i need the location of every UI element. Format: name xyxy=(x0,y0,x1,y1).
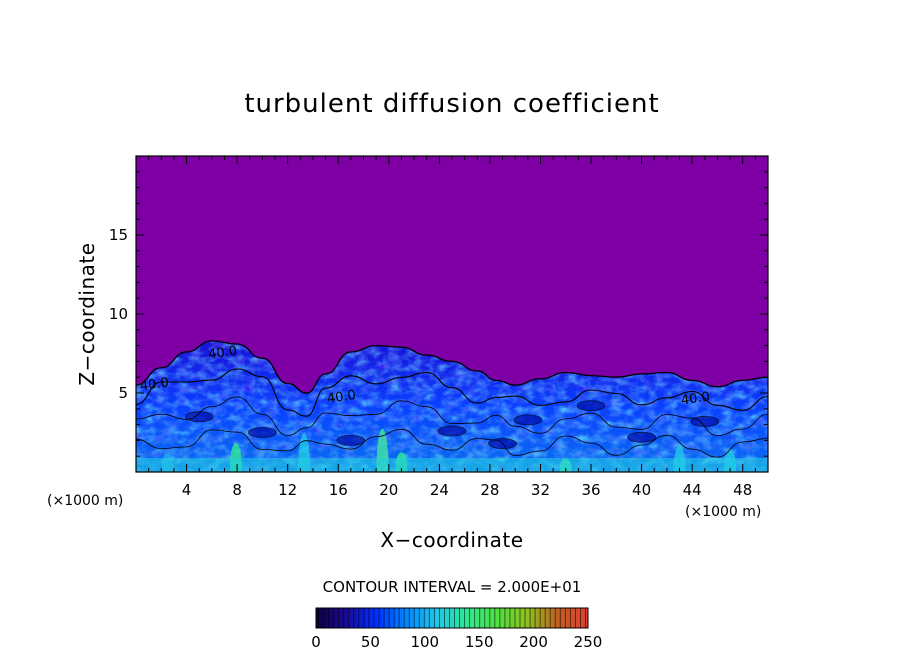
eddy-feature xyxy=(513,414,543,426)
x-tick-label: 28 xyxy=(480,481,499,499)
x-tick-label: 16 xyxy=(329,481,348,499)
x-tick-label: 4 xyxy=(182,481,192,499)
chart-title: turbulent diffusion coefficient xyxy=(244,89,659,119)
colorbar: 0 50 100 150 200 250 xyxy=(311,607,603,651)
x-unit-right: (×1000 m) xyxy=(685,504,761,520)
x-tick-label: 20 xyxy=(379,481,398,499)
contour-line xyxy=(136,428,768,458)
y-tick-label: 15 xyxy=(109,226,128,244)
colorbar-tick-label: 50 xyxy=(361,633,380,651)
contour-label: 40.0 xyxy=(139,375,170,394)
colorbar-tick-label: 100 xyxy=(410,633,439,651)
x-unit-left: (×1000 m) xyxy=(47,493,123,509)
plot-area: 40.040.040.0 40.0 4 8 12 16 20 24 28 32 36 40 44 48 … xyxy=(109,155,769,499)
colorbar-tick-label: 150 xyxy=(465,633,494,651)
eddy-feature xyxy=(690,416,720,427)
x-tick-label: 40 xyxy=(632,481,651,499)
contour-line xyxy=(136,396,768,436)
x-axis-label: X−coordinate xyxy=(380,528,523,552)
x-tick-label: 48 xyxy=(733,481,752,499)
eddy-feature xyxy=(627,431,656,443)
colorbar-tick-label: 250 xyxy=(574,633,603,651)
colorbar-fill xyxy=(316,608,588,628)
eddy-feature xyxy=(336,434,366,446)
x-tick-label: 44 xyxy=(683,481,702,499)
colorbar-tick-label: 200 xyxy=(519,633,548,651)
contour-line xyxy=(136,368,768,417)
surface-layer xyxy=(136,458,768,472)
x-tick-label: 36 xyxy=(581,481,600,499)
eddy-feature xyxy=(437,425,467,437)
field-outline-contour xyxy=(136,340,768,394)
colorbar-frame xyxy=(315,607,589,629)
x-tick-label: 32 xyxy=(531,481,550,499)
y-tick-label: 10 xyxy=(109,305,128,323)
contour-label: 40.0 xyxy=(326,388,357,407)
eddy-feature xyxy=(576,400,606,412)
y-axis-label: Z−coordinate xyxy=(75,242,99,385)
y-tick-label: 5 xyxy=(118,384,128,402)
contour-label: 40.0 xyxy=(207,344,238,363)
x-tick-label: 8 xyxy=(232,481,242,499)
x-tick-label: 24 xyxy=(430,481,449,499)
x-tick-label: 12 xyxy=(278,481,297,499)
colorbar-tick-label: 0 xyxy=(311,633,321,651)
contour-label: 40.0 xyxy=(680,390,711,409)
contour-interval-text: CONTOUR INTERVAL = 2.000E+01 xyxy=(323,578,582,596)
eddy-feature xyxy=(247,427,277,438)
eddy-feature xyxy=(184,411,214,423)
